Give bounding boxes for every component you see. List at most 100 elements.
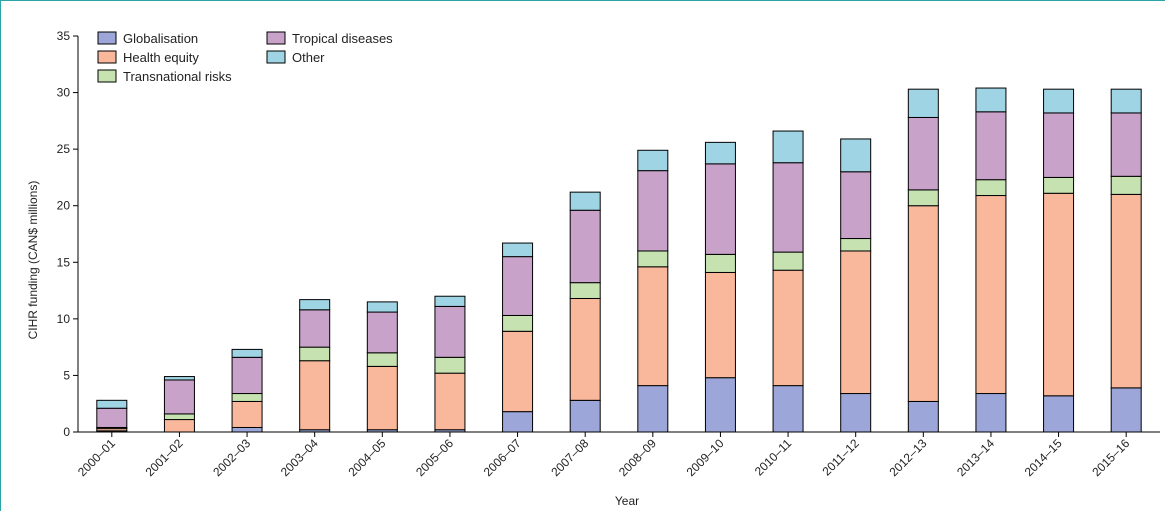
bar-segment-health-equity (299, 360, 331, 431)
bar-segment-other (1110, 88, 1142, 114)
x-tick-label: 2002–03 (210, 436, 253, 479)
bar-segment-other (637, 149, 669, 172)
bar-segment-other (840, 138, 872, 173)
bar-segment-other (434, 295, 466, 307)
x-tick-label: 2010–11 (752, 436, 795, 479)
bar-segment-transnational-risks (1043, 176, 1075, 194)
bar-segment-tropical-diseases (96, 407, 128, 428)
y-tick-label: 15 (57, 255, 71, 269)
bar-segment-health-equity (840, 250, 872, 395)
legend-swatch-globalisation (97, 31, 117, 45)
legend-swatch-transnational-risks (97, 69, 117, 83)
bar-segment-globalisation (840, 393, 872, 433)
legend-label-globalisation: Globalisation (123, 31, 198, 46)
bar-segment-globalisation (907, 400, 939, 433)
legend-swatch-health-equity (97, 50, 117, 64)
bar-segment-transnational-risks (772, 251, 804, 271)
y-axis: 0 5 10 15 20 25 30 35 (57, 29, 79, 439)
x-tick-label: 2011–12 (820, 436, 863, 479)
bar-segment-health-equity (907, 205, 939, 402)
bar-segment-other (231, 348, 263, 358)
bar-segment-tropical-diseases (1043, 112, 1075, 178)
x-axis: 2000–01 2001–02 2002–03 2003–04 2004–05 2005–… (75, 431, 1160, 479)
bar-segment-other (569, 191, 601, 211)
bar-segment-tropical-diseases (772, 162, 804, 253)
bar-segment-transnational-risks (163, 413, 195, 421)
bar-segment-transnational-risks (637, 250, 669, 268)
bar-segment-other (704, 141, 736, 165)
bar-segment-globalisation (637, 385, 669, 433)
bar-segment-transnational-risks (366, 352, 398, 367)
bar-segment-tropical-diseases (637, 170, 669, 252)
bar-segment-transnational-risks (569, 282, 601, 299)
x-tick-label: 2012–13 (886, 436, 929, 479)
bar-segment-other (502, 242, 534, 258)
bar-segment-globalisation (975, 393, 1007, 433)
legend-swatch-tropical-diseases (266, 31, 286, 45)
bar-segment-other (975, 87, 1007, 113)
x-tick-label: 2007–08 (548, 436, 591, 479)
bar-segment-transnational-risks (840, 238, 872, 252)
bar-segment-transnational-risks (299, 346, 331, 362)
bar-segment-other (772, 130, 804, 164)
bar-segment-other (1043, 88, 1075, 114)
bar-segment-other (907, 88, 939, 118)
x-tick-label: 2013–14 (954, 436, 997, 479)
bar-segment-transnational-risks (1110, 175, 1142, 195)
bar-segment-tropical-diseases (907, 116, 939, 191)
x-tick-label: 2000–01 (75, 436, 118, 479)
bar-segment-health-equity (366, 365, 398, 431)
bar-segment-transnational-risks (907, 189, 939, 207)
legend-label-other: Other (292, 50, 325, 65)
bar-segment-tropical-diseases (231, 356, 263, 395)
x-axis-label: Year (615, 494, 639, 508)
bar-segment-globalisation (231, 426, 263, 433)
bar-segment-transnational-risks (434, 356, 466, 374)
bar-segment-other (96, 399, 128, 409)
legend: Globalisation Health equity Transnational … (97, 31, 393, 84)
y-tick-label: 35 (57, 29, 71, 43)
bar-segment-globalisation (569, 399, 601, 433)
bar-segment-globalisation (502, 411, 534, 433)
y-tick-label: 5 (63, 368, 70, 382)
bar-segment-globalisation (772, 385, 804, 433)
bar-segment-tropical-diseases (366, 311, 398, 354)
y-tick-label: 20 (57, 199, 71, 213)
bar-segment-health-equity (1043, 192, 1075, 397)
bar-segment-tropical-diseases (569, 209, 601, 284)
bar-segment-globalisation (1110, 387, 1142, 433)
bar-segment-health-equity (772, 269, 804, 387)
y-tick-label: 10 (57, 312, 71, 326)
bar-segment-other (163, 376, 195, 381)
y-tick-label: 25 (57, 142, 71, 156)
bar-segment-other (366, 301, 398, 313)
legend-label-health-equity: Health equity (123, 50, 199, 65)
bar-segment-globalisation (1043, 395, 1075, 433)
bar-segment-health-equity (704, 271, 736, 379)
bar-segment-health-equity (975, 195, 1007, 395)
x-tick-label: 2006–07 (481, 436, 524, 479)
bar-segment-tropical-diseases (502, 256, 534, 316)
bar-segment-tropical-diseases (163, 379, 195, 415)
bar-segment-transnational-risks (502, 314, 534, 332)
bar-segment-other (299, 299, 331, 311)
y-tick-label: 0 (63, 425, 70, 439)
legend-label-tropical-diseases: Tropical diseases (292, 31, 393, 46)
bar-segment-health-equity (569, 297, 601, 401)
x-tick-label: 2009–10 (684, 436, 727, 479)
bar-segment-tropical-diseases (975, 111, 1007, 181)
x-tick-label: 2014–15 (1022, 436, 1065, 479)
y-axis-label: CIHR funding (CAN$ millions) (26, 181, 40, 340)
bar-segment-tropical-diseases (840, 171, 872, 240)
bar-segment-tropical-diseases (1110, 112, 1142, 177)
bar-segment-health-equity (502, 330, 534, 413)
bar-segment-health-equity (637, 266, 669, 387)
bar-segment-transnational-risks (704, 253, 736, 273)
plot-area (96, 87, 1142, 433)
bar-segment-tropical-diseases (434, 305, 466, 358)
bar-segment-transnational-risks (975, 179, 1007, 197)
bar-segment-health-equity (1110, 193, 1142, 389)
bar-segment-globalisation (704, 377, 736, 433)
